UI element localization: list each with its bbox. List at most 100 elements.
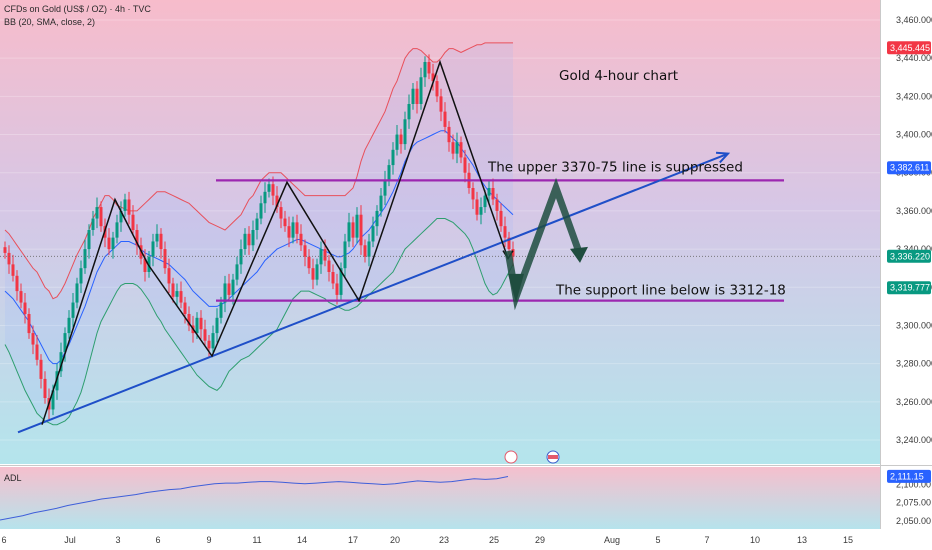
candle-body xyxy=(203,329,207,341)
candle-body xyxy=(315,264,319,280)
candle-body xyxy=(43,378,47,398)
candle-body xyxy=(179,291,183,303)
candle-body xyxy=(235,264,239,280)
time-tick-label: Jul xyxy=(64,535,76,545)
candle-body xyxy=(39,359,43,379)
adl-plot xyxy=(0,476,509,521)
candle-body xyxy=(431,73,435,82)
projection-arrowhead xyxy=(570,246,588,263)
time-tick-label: 25 xyxy=(489,535,499,545)
legend: CFDs on Gold (US$ / OZ) · 4h · TVC BB (2… xyxy=(4,4,151,483)
candle-body xyxy=(147,256,151,272)
candle-body xyxy=(459,142,463,158)
candle-body xyxy=(183,302,187,314)
candle-body xyxy=(143,258,147,272)
price-tick-label: 3,300.000 xyxy=(896,320,932,330)
candle-body xyxy=(207,340,211,349)
candle-body xyxy=(275,195,279,208)
trendline xyxy=(17,152,729,434)
candle-body xyxy=(283,218,287,227)
candle-body xyxy=(239,249,243,265)
time-tick-label: 9 xyxy=(206,535,211,545)
price-tick-label: 3,460.000 xyxy=(896,15,932,25)
time-tick-label: 7 xyxy=(704,535,709,545)
candle-body xyxy=(415,88,419,104)
candle-body xyxy=(63,333,67,353)
chart-title: Gold 4-hour chart xyxy=(559,68,678,84)
candle-body xyxy=(123,199,127,211)
candle-body xyxy=(87,230,91,250)
candle-body xyxy=(211,333,215,349)
candle-body xyxy=(359,214,363,246)
candle-body xyxy=(19,291,23,303)
candle-body xyxy=(71,302,75,318)
candle-body xyxy=(111,237,115,250)
candle-body xyxy=(247,233,251,246)
candle-body xyxy=(391,149,395,166)
time-tick-label: 6 xyxy=(155,535,160,545)
candle-body xyxy=(383,180,387,196)
price-badge-label: 3,445.445 xyxy=(890,43,930,53)
candle-body xyxy=(215,317,219,334)
candle-body xyxy=(483,195,487,208)
candle-body xyxy=(227,283,231,295)
candle-body xyxy=(303,245,307,257)
price-axis: 3,460.000 3,440.000 3,420.000 3,400.000 3,38… xyxy=(887,15,932,526)
time-tick-label: 23 xyxy=(439,535,449,545)
candle-body xyxy=(79,268,83,284)
candle-body xyxy=(95,207,99,219)
candle-body xyxy=(159,233,163,250)
candle-body xyxy=(335,283,339,295)
trendline-arrowhead xyxy=(715,151,731,164)
candle-body xyxy=(35,344,39,360)
price-badge xyxy=(887,281,931,295)
adl-tick-label: 2,075.00 xyxy=(896,498,931,508)
candle-body xyxy=(187,314,191,326)
candle-body xyxy=(267,184,271,192)
candle-body xyxy=(507,237,511,250)
price-badge-label: 3,382.611 xyxy=(890,163,929,173)
candle-body xyxy=(99,207,103,227)
support-annotation: The support line below is 3312-18 xyxy=(555,283,786,299)
bb-lower-line xyxy=(4,218,514,426)
candle-body xyxy=(503,226,507,238)
time-tick-label: 17 xyxy=(348,535,358,545)
candle-body xyxy=(291,222,295,238)
candle-body xyxy=(499,210,503,227)
indicator-title: BB (20, SMA, close, 2) xyxy=(4,17,95,27)
candle-body xyxy=(299,233,303,246)
candle-body xyxy=(171,283,175,297)
symbol-title: CFDs on Gold (US$ / OZ) · 4h · TVC xyxy=(4,4,151,14)
candle-body xyxy=(135,230,139,246)
candle-body xyxy=(423,62,427,78)
time-tick-label: 10 xyxy=(750,535,760,545)
candle-body xyxy=(375,210,379,227)
resistance-annotation: The upper 3370-75 line is suppressed xyxy=(487,159,743,175)
time-tick-label: 6 xyxy=(1,535,6,545)
candle-body xyxy=(15,275,19,292)
time-axis: 6 Jul 3 6 9 11 14 17 20 23 25 29 Aug 5 7 10 13 15 xyxy=(1,535,853,545)
candle-body xyxy=(11,264,15,276)
candle-body xyxy=(331,272,335,284)
event-earnings-icon xyxy=(504,450,518,464)
adl-pane-background xyxy=(0,467,880,529)
candle-body xyxy=(243,233,247,250)
candle-body xyxy=(91,218,95,230)
candle-body xyxy=(411,88,415,104)
candle-body xyxy=(175,291,179,297)
price-badge xyxy=(887,249,931,263)
bb-fill xyxy=(5,42,513,425)
candle-body xyxy=(363,245,367,257)
candle-body xyxy=(427,62,431,74)
time-tick-label: 3 xyxy=(115,535,120,545)
candle-body xyxy=(323,249,327,261)
candle-body xyxy=(23,302,27,314)
adl-badge-label: 2,111.15 xyxy=(890,471,924,481)
candle-body xyxy=(371,226,375,242)
price-tick-label: 3,440.000 xyxy=(896,53,932,63)
candle-body xyxy=(311,268,315,280)
time-tick-label: 13 xyxy=(797,535,807,545)
price-tick-label: 3,420.000 xyxy=(896,91,932,101)
candle-body xyxy=(295,222,299,234)
